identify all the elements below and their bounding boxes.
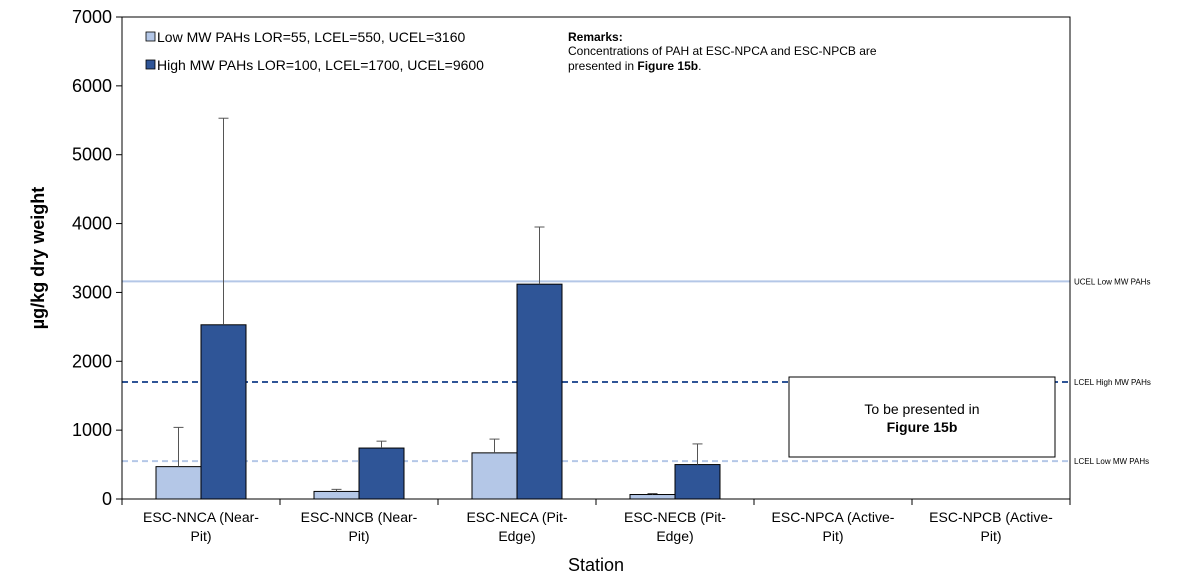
x-category-label-4-1: Pit) [823, 528, 844, 544]
reference-line-label-2: LCEL Low MW PAHs [1074, 457, 1149, 466]
x-category-label-4-0: ESC-NPCA (Active- [772, 509, 895, 525]
remarks-figure-ref: Figure 15b [637, 59, 698, 73]
placeholder-box-line-1: To be presented in [864, 401, 979, 417]
y-tick-label-4: 4000 [72, 214, 112, 234]
y-tick-label-3: 3000 [72, 282, 112, 302]
bar-s0-c3 [629, 494, 676, 500]
x-category-label-5-0: ESC-NPCB (Active- [929, 509, 1053, 525]
y-tick-label-1: 1000 [72, 420, 112, 440]
x-category-label-1-0: ESC-NNCB (Near- [301, 509, 418, 525]
x-category-label-5-1: Pit) [981, 528, 1002, 544]
y-tick-label-2: 2000 [72, 351, 112, 371]
x-category-label-3-1: Edge) [656, 528, 693, 544]
placeholder-box [788, 376, 1056, 458]
x-axis-title: Station [568, 555, 624, 575]
x-category-label-0-0: ESC-NNCA (Near- [143, 509, 259, 525]
x-category-label-2-1: Edge) [498, 528, 535, 544]
y-axis-title: µg/kg dry weight [28, 187, 48, 329]
bar-s1-c3 [674, 464, 721, 500]
y-tick-label-6: 6000 [72, 76, 112, 96]
legend-swatch-0 [145, 31, 156, 42]
bar-s0-c1 [313, 490, 360, 500]
remarks-heading: Remarks: [568, 30, 623, 44]
remarks-line-2-end: . [698, 59, 701, 73]
reference-line-label-0: UCEL Low MW PAHs [1074, 277, 1150, 286]
x-category-label-2-0: ESC-NECA (Pit- [466, 509, 567, 525]
x-category-label-1-1: Pit) [349, 528, 370, 544]
y-tick-label-5: 5000 [72, 145, 112, 165]
x-category-label-0-1: Pit) [191, 528, 212, 544]
bar-s1-c2 [516, 283, 563, 500]
bar-s0-c2 [471, 452, 518, 500]
legend-label-1: High MW PAHs LOR=100, LCEL=1700, UCEL=96… [157, 57, 484, 73]
y-tick-label-0: 0 [102, 489, 112, 509]
legend-label-0: Low MW PAHs LOR=55, LCEL=550, UCEL=3160 [157, 29, 466, 45]
bar-s0-c0 [155, 466, 202, 500]
x-category-label-3-0: ESC-NECB (Pit- [624, 509, 726, 525]
bar-s1-c0 [200, 324, 247, 500]
y-tick-label-7: 7000 [72, 7, 112, 27]
reference-line-label-1: LCEL High MW PAHs [1074, 378, 1151, 387]
placeholder-box-line-2: Figure 15b [887, 419, 958, 435]
remarks-line-2-text: presented in [568, 59, 637, 73]
legend-swatch-1 [145, 59, 156, 70]
remarks-line-1: Concentrations of PAH at ESC-NPCA and ES… [568, 44, 877, 58]
bar-s1-c1 [358, 447, 405, 500]
remarks-line-2: presented in Figure 15b. [568, 59, 701, 73]
